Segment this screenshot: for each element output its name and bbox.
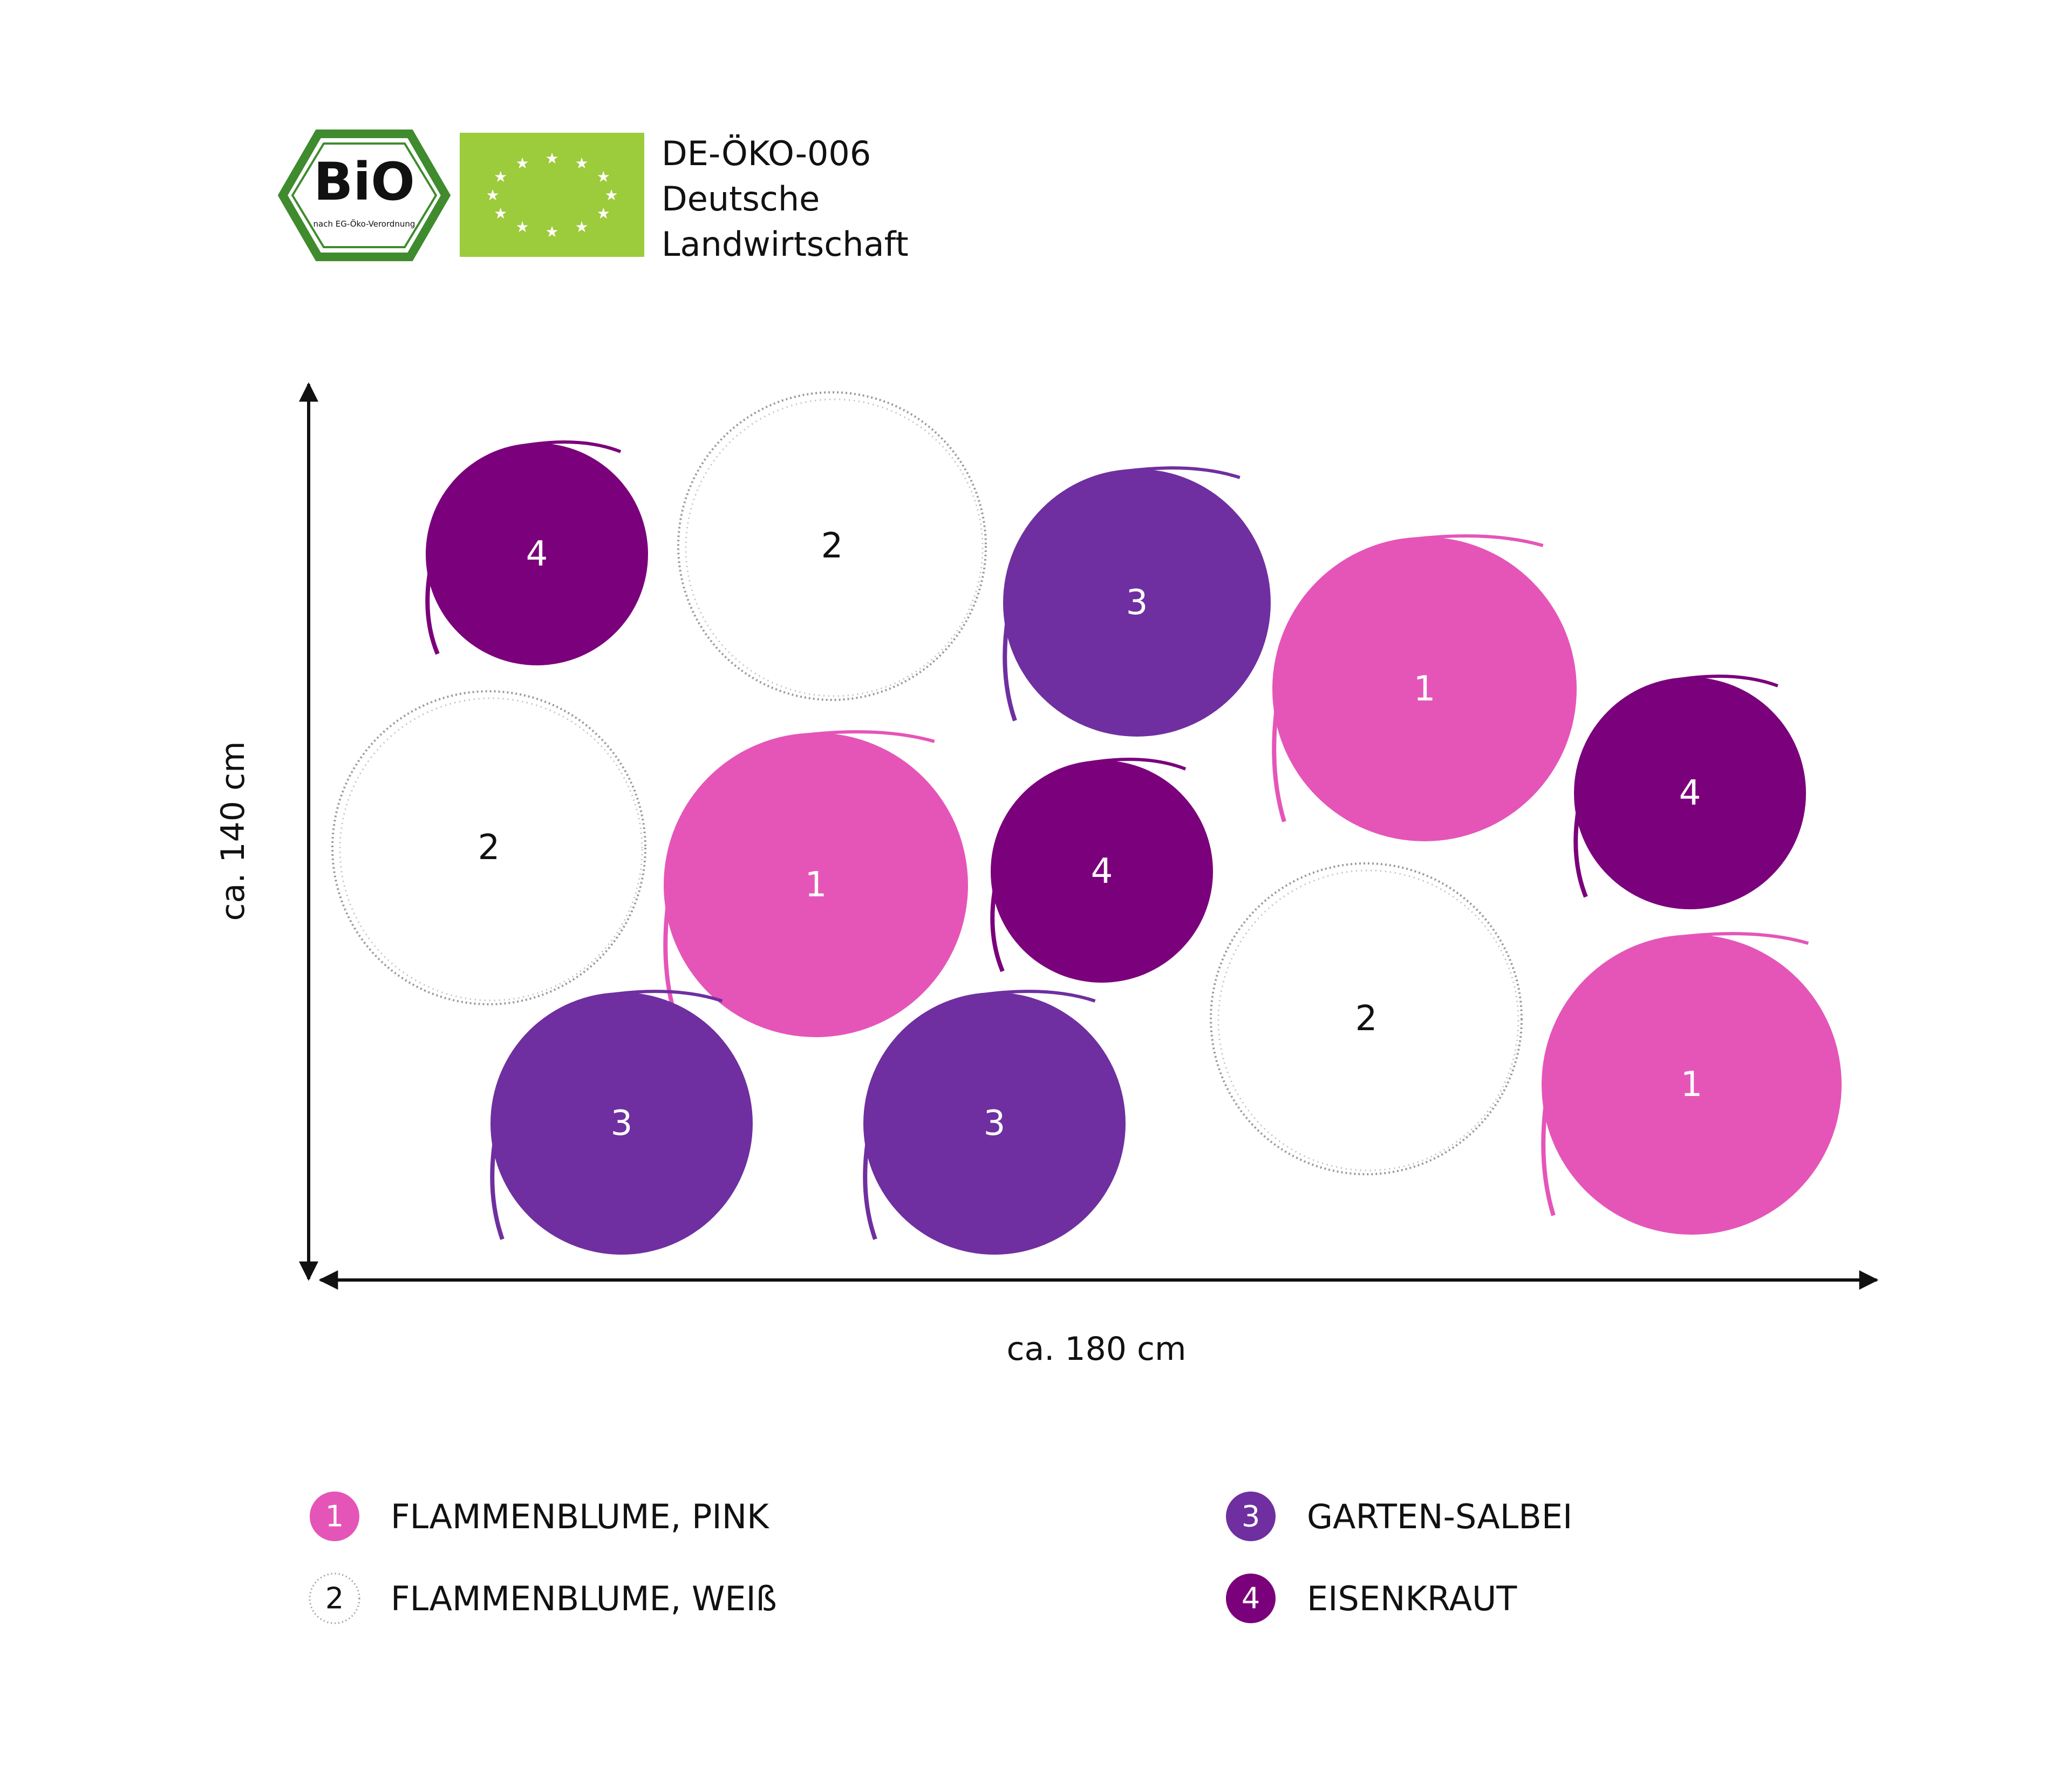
bio-logo-subtext: nach EG-Öko-Verordnung	[313, 219, 415, 229]
plant-circle: 1	[663, 730, 968, 1037]
plant-number: 4	[526, 534, 548, 574]
eu-star-icon: ★	[597, 168, 610, 186]
plant-number: 4	[1679, 773, 1701, 813]
legend-number: 4	[1242, 1582, 1260, 1616]
legend-marker	[309, 1572, 360, 1624]
plant-number: 1	[805, 865, 827, 905]
legend-number: 2	[325, 1582, 344, 1616]
dimension-arrows: ca. 140 cm ca. 180 cm	[214, 382, 1879, 1368]
eu-star-icon: ★	[494, 168, 507, 186]
plant-number: 4	[1091, 852, 1113, 891]
eu-star-icon: ★	[604, 186, 618, 204]
eu-star-icon: ★	[597, 205, 610, 222]
legend-number: 3	[1242, 1500, 1260, 1534]
eu-star-icon: ★	[515, 154, 529, 172]
plant-number: 2	[821, 526, 843, 566]
width-label: ca. 180 cm	[1007, 1330, 1187, 1368]
plant-circle: 1	[1272, 534, 1577, 841]
bio-logo-text: BiO	[313, 152, 415, 212]
plant-number: 1	[1681, 1065, 1703, 1105]
plant-circle: 1	[1541, 932, 1842, 1235]
plant-number: 3	[1126, 583, 1148, 623]
plant-number: 3	[984, 1104, 1006, 1143]
bio-seal-logo: BiO nach EG-Öko-Verordnung	[277, 130, 451, 261]
plant-circle: 2	[677, 391, 987, 701]
plant-circle: 4	[1573, 675, 1806, 909]
legend-number: 1	[325, 1500, 344, 1534]
legend-item: 2 FLAMMENBLUME, WEIß	[309, 1572, 777, 1624]
cert-line-landwirtschaft: Landwirtschaft	[662, 224, 909, 264]
eu-organic-leaf-logo: ★★★★★★★★★ ★ ★★	[460, 133, 644, 257]
plant-number: 1	[1414, 669, 1436, 709]
plant-circle: 3	[863, 990, 1126, 1255]
plant-circle: 4	[990, 758, 1213, 983]
legend-label: FLAMMENBLUME, WEIß	[391, 1579, 777, 1618]
legend-label: GARTEN-SALBEI	[1307, 1497, 1572, 1536]
eu-leaf-stars: ★★★★★★★★★ ★ ★★	[486, 149, 618, 241]
legend-item: 3 GARTEN-SALBEI	[1226, 1492, 1572, 1541]
cert-line-deutsche: Deutsche	[662, 179, 820, 219]
legend-marker	[1226, 1574, 1276, 1623]
plant-number: 2	[1355, 999, 1378, 1039]
certification-header: BiO nach EG-Öko-Verordnung ★★★★★★★★★ ★ ★★ …	[277, 130, 909, 264]
eu-star-icon: ★	[575, 154, 588, 172]
plant-circles: 4 2 3 1 4 2 1 4 2 3 3 1	[331, 391, 1842, 1255]
legend-label: EISENKRAUT	[1307, 1579, 1517, 1618]
eu-star-icon: ★	[494, 205, 507, 222]
plant-number: 2	[478, 828, 500, 868]
eu-star-icon: ★	[575, 218, 588, 236]
legend-label: FLAMMENBLUME, PINK	[391, 1497, 769, 1536]
cert-code: DE-ÖKO-006	[662, 134, 871, 173]
eu-star-icon: ★	[486, 186, 499, 204]
plant-circle: 3	[490, 990, 753, 1255]
legend-marker	[310, 1492, 359, 1541]
plant-circle: 4	[425, 440, 648, 665]
height-label: ca. 140 cm	[214, 741, 252, 921]
eu-star-icon: ★	[545, 149, 558, 167]
legend-marker	[1226, 1492, 1276, 1541]
plant-circle: 2	[331, 690, 646, 1005]
legend-item: 1 FLAMMENBLUME, PINK	[310, 1492, 769, 1541]
plant-number: 3	[611, 1104, 633, 1143]
legend-item: 4 EISENKRAUT	[1226, 1574, 1517, 1623]
plant-circle: 2	[1210, 862, 1523, 1175]
plant-circle: 3	[1003, 466, 1271, 737]
eu-star-icon: ★	[515, 218, 529, 236]
eu-star-icon: ★	[545, 223, 558, 241]
legend: 1 FLAMMENBLUME, PINK 2 FLAMMENBLUME, WEIß 3 G…	[309, 1492, 1572, 1624]
